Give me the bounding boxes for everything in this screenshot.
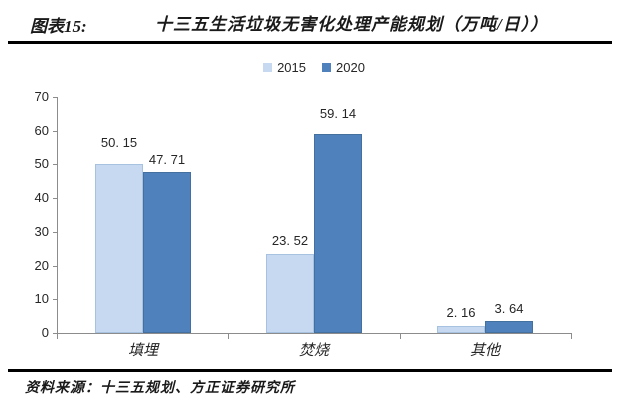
bar-value-label: 3. 64	[494, 301, 524, 316]
y-axis-tick-label: 30	[34, 224, 49, 239]
bar-value-label: 2. 16	[446, 305, 476, 320]
y-axis-tick	[53, 299, 57, 300]
bar-2015-填埋	[95, 164, 143, 333]
footer-divider-line	[8, 369, 612, 372]
bar-2020-焚烧	[314, 134, 362, 333]
chart-title: 十三五生活垃圾无害化处理产能规划（万吨/日））	[155, 15, 549, 34]
legend-item-2015: 2015	[263, 61, 306, 74]
y-axis-tick	[53, 164, 57, 165]
x-axis-tick	[571, 334, 572, 339]
y-axis-line	[57, 97, 58, 334]
x-axis-tick	[400, 334, 401, 339]
legend-item-2020: 2020	[322, 61, 365, 74]
y-axis-tick	[53, 333, 57, 334]
y-axis-tick-label: 10	[34, 291, 49, 306]
title-divider-line	[8, 41, 612, 44]
bar-2020-填埋	[143, 172, 191, 333]
y-axis-tick	[53, 131, 57, 132]
legend-label: 2015	[277, 60, 306, 75]
y-axis-tick	[53, 266, 57, 267]
bar-value-label: 59. 14	[319, 106, 357, 121]
legend-label: 2020	[336, 60, 365, 75]
bar-value-label: 47. 71	[148, 152, 186, 167]
y-axis-tick	[53, 232, 57, 233]
x-axis-tick	[228, 334, 229, 339]
x-axis-category-label: 其他	[469, 343, 500, 359]
y-axis-tick	[53, 198, 57, 199]
chart-legend: 2015 2020	[57, 61, 571, 74]
y-axis-tick-label: 40	[34, 190, 49, 205]
bar-value-label: 50. 15	[100, 135, 138, 150]
bar-2020-其他	[485, 321, 533, 333]
bar-value-label: 23. 52	[271, 233, 309, 248]
figure-label: 图表15:	[30, 17, 87, 36]
x-axis-tick	[57, 334, 58, 339]
y-axis-tick-label: 70	[34, 89, 49, 104]
x-axis-line	[57, 333, 572, 334]
x-axis-category-label: 填埋	[127, 343, 158, 359]
y-axis-tick-label: 0	[41, 325, 49, 340]
bar-2015-其他	[437, 326, 485, 333]
bar-2015-焚烧	[266, 254, 314, 333]
legend-swatch-2015	[263, 63, 273, 72]
x-axis-category-label: 焚烧	[298, 343, 329, 359]
y-axis-tick	[53, 97, 57, 98]
y-axis-tick-label: 50	[34, 156, 49, 171]
legend-swatch-2020	[322, 63, 331, 72]
source-note: 资料来源：十三五规划、方正证券研究所	[25, 381, 295, 396]
y-axis-tick-label: 60	[34, 123, 49, 138]
y-axis-tick-label: 20	[34, 258, 49, 273]
